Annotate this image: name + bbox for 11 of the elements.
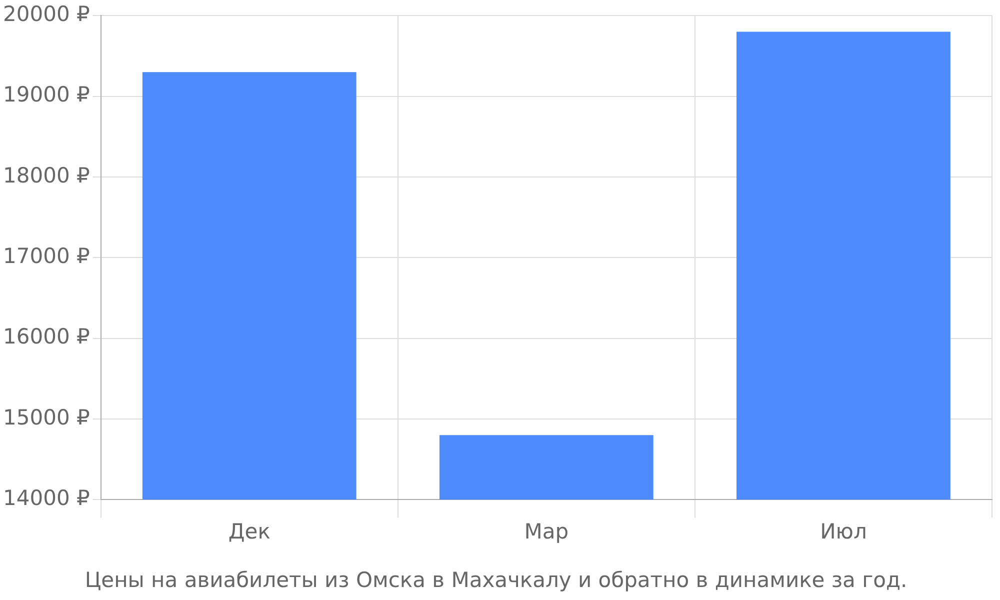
x-tick-label: Дек bbox=[228, 520, 270, 544]
y-tick-label: 15000 ₽ bbox=[2, 405, 90, 430]
y-tick-label: 20000 ₽ bbox=[2, 2, 90, 26]
y-tick-label: 14000 ₽ bbox=[2, 486, 90, 510]
x-tick-label: Мар bbox=[524, 520, 569, 544]
y-tick-label: 16000 ₽ bbox=[2, 324, 90, 349]
y-tick-label: 17000 ₽ bbox=[2, 244, 90, 268]
text: Цены на авиабилеты из Омска в Махачкалу и обратно в динамике за год. bbox=[84, 568, 908, 592]
y-tick-label: 18000 ₽ bbox=[2, 163, 90, 188]
y-tick-label: 19000 ₽ bbox=[2, 82, 90, 107]
x-tick-label: Июл bbox=[820, 520, 867, 544]
